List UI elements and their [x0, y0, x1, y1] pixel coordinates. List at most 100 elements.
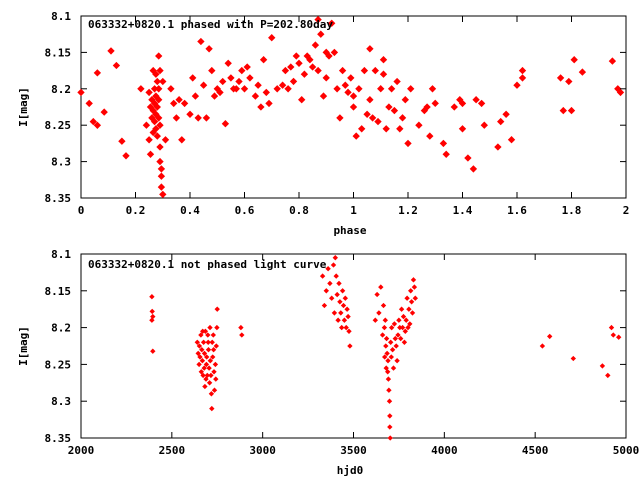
phased-data-point [341, 81, 349, 89]
phased-data-point [287, 63, 295, 71]
phased-data-point [295, 59, 303, 67]
phased-data-point [317, 30, 325, 38]
phased-data-point [328, 19, 336, 27]
phased-data-point [308, 63, 317, 71]
raw-data-point [343, 324, 349, 331]
phased-data-point [382, 125, 390, 133]
phased-y-tick-label: 8.15 [45, 46, 72, 59]
phased-data-point [262, 88, 270, 97]
phased-data-point [278, 81, 287, 89]
raw-data-point [213, 376, 219, 382]
phased-data-point [93, 69, 102, 77]
phased-data-point [100, 108, 108, 116]
raw-light-curve-ticks: 2000 2500 3000 3500 4000 4500 5000 8.1 8.15 8.2 8.… [45, 248, 640, 457]
phased-data-point [567, 106, 576, 115]
raw-x-tick-label: 2500 [159, 444, 186, 457]
raw-data-point [341, 317, 348, 323]
phased-data-point [472, 96, 480, 104]
phased-y-tick-label: 8.35 [45, 192, 72, 205]
raw-data-point [387, 435, 393, 441]
phased-data-point [385, 103, 393, 111]
raw-data-point [406, 306, 412, 312]
phased-data-point [150, 85, 159, 93]
phased-data-point [352, 132, 360, 140]
phased-data-point [426, 132, 434, 140]
raw-data-point [334, 291, 340, 298]
raw-data-point [345, 313, 351, 320]
phased-data-point [189, 74, 197, 82]
phased-data-point [450, 103, 458, 111]
phased-data-point [145, 136, 153, 144]
raw-data-point [412, 295, 418, 301]
raw-data-point [214, 324, 220, 331]
phased-data-point [390, 106, 399, 115]
phased-data-point [494, 143, 502, 151]
raw-data-point [149, 317, 155, 323]
phased-data-point [349, 92, 358, 100]
raw-data-point [394, 358, 400, 364]
phased-x-tick-label: 1 [350, 204, 357, 217]
raw-data-point [398, 306, 405, 312]
raw-data-point [402, 328, 408, 334]
raw-data-point [209, 405, 215, 412]
raw-data-point [599, 363, 606, 369]
phased-data-point [559, 106, 567, 115]
raw-data-point [150, 313, 156, 320]
raw-data-point [342, 295, 348, 301]
raw-data-point [398, 335, 404, 342]
raw-data-point [337, 299, 343, 305]
phased-x-tick-label: 0.8 [289, 204, 309, 217]
phased-x-tick-label: 1.4 [453, 204, 473, 217]
phased-data-point [379, 56, 388, 64]
phased-data-point [439, 139, 448, 148]
raw-data-point [404, 295, 410, 301]
raw-data-point [210, 347, 217, 353]
raw-data-point [400, 313, 407, 320]
raw-data-point [374, 291, 380, 298]
phased-data-point [221, 120, 230, 128]
phased-data-point [608, 57, 617, 65]
raw-data-point [388, 324, 395, 331]
raw-data-point [238, 324, 244, 331]
phased-y-tick-label: 8.2 [51, 83, 71, 96]
raw-data-point [239, 332, 245, 338]
phased-data-point [387, 85, 396, 93]
phased-data-point [227, 74, 235, 82]
phased-data-point [360, 66, 369, 75]
phased-data-point [167, 85, 175, 93]
phased-data-point [518, 74, 527, 82]
phased-data-point [251, 92, 260, 100]
phased-data-point [159, 190, 167, 199]
raw-data-point [196, 361, 202, 368]
raw-data-point [376, 310, 382, 316]
phased-data-point [292, 52, 300, 60]
raw-data-point [387, 413, 393, 419]
phased-data-point [502, 110, 510, 118]
phased-data-point [156, 121, 164, 129]
phased-data-point [398, 114, 407, 122]
raw-data-point [149, 308, 155, 315]
phased-data-point [191, 92, 200, 100]
phased-data-point [254, 81, 262, 89]
raw-data-point [397, 324, 403, 331]
phased-data-point [153, 132, 161, 140]
raw-data-point [410, 277, 417, 283]
phased-data-point [93, 121, 102, 129]
phased-data-point [265, 99, 273, 108]
raw-y-tick-label: 8.15 [45, 285, 72, 298]
raw-x-tick-label: 2000 [68, 444, 95, 457]
phased-data-point [159, 77, 167, 86]
phased-data-point [578, 68, 587, 76]
phased-plot-title: 063332+0820.1 phased with P=202.80day [88, 18, 333, 31]
raw-data-point [150, 348, 156, 354]
raw-data-point [605, 372, 611, 379]
raw-data-point [407, 321, 413, 327]
phased-data-point [156, 157, 164, 166]
raw-data-point [335, 317, 341, 323]
phased-plot-ylabel: I[mag] [17, 87, 30, 127]
phased-data-point [570, 56, 578, 64]
phased-data-point [180, 99, 189, 108]
phased-data-point [85, 99, 93, 108]
phased-data-point [565, 77, 573, 86]
phased-data-point [404, 139, 412, 148]
